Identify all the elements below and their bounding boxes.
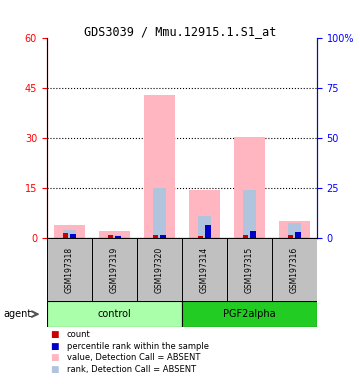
- Bar: [153, 235, 158, 238]
- Text: GSM197320: GSM197320: [155, 247, 164, 293]
- Bar: [243, 235, 248, 238]
- Text: rank, Detection Call = ABSENT: rank, Detection Call = ABSENT: [67, 365, 196, 374]
- Text: GSM197316: GSM197316: [290, 247, 299, 293]
- Bar: [92, 238, 137, 301]
- Text: GDS3039 / Mmu.12915.1.S1_at: GDS3039 / Mmu.12915.1.S1_at: [84, 25, 276, 38]
- Bar: [160, 235, 166, 238]
- Text: ■: ■: [50, 342, 59, 351]
- Text: agent: agent: [4, 309, 32, 319]
- Text: control: control: [98, 309, 131, 319]
- Bar: [99, 232, 130, 238]
- Bar: [205, 225, 211, 238]
- Bar: [288, 235, 293, 238]
- Bar: [279, 222, 310, 238]
- Text: ■: ■: [50, 330, 59, 339]
- Bar: [198, 237, 203, 238]
- Text: PGF2alpha: PGF2alpha: [223, 309, 276, 319]
- Text: GSM197314: GSM197314: [200, 247, 209, 293]
- Text: GSM197315: GSM197315: [245, 247, 254, 293]
- Bar: [227, 238, 272, 301]
- Bar: [182, 301, 317, 327]
- Text: ■: ■: [50, 365, 59, 374]
- Bar: [198, 217, 211, 238]
- Bar: [189, 190, 220, 238]
- Bar: [47, 301, 182, 327]
- Text: percentile rank within the sample: percentile rank within the sample: [67, 342, 208, 351]
- Text: GSM197319: GSM197319: [110, 247, 119, 293]
- Text: count: count: [67, 330, 90, 339]
- Bar: [108, 235, 113, 238]
- Bar: [108, 235, 121, 238]
- Text: value, Detection Call = ABSENT: value, Detection Call = ABSENT: [67, 353, 200, 362]
- Bar: [288, 223, 301, 238]
- Bar: [47, 238, 92, 301]
- Bar: [234, 137, 265, 238]
- Bar: [70, 234, 76, 238]
- Bar: [272, 238, 317, 301]
- Bar: [63, 233, 68, 238]
- Bar: [250, 231, 256, 238]
- Bar: [295, 232, 301, 238]
- Bar: [137, 238, 182, 301]
- Bar: [153, 188, 166, 238]
- Text: GSM197318: GSM197318: [65, 247, 74, 293]
- Bar: [182, 238, 227, 301]
- Bar: [115, 237, 121, 238]
- Text: ■: ■: [50, 353, 59, 362]
- Bar: [243, 190, 256, 238]
- Bar: [63, 230, 76, 238]
- Bar: [54, 225, 85, 238]
- Bar: [144, 95, 175, 238]
